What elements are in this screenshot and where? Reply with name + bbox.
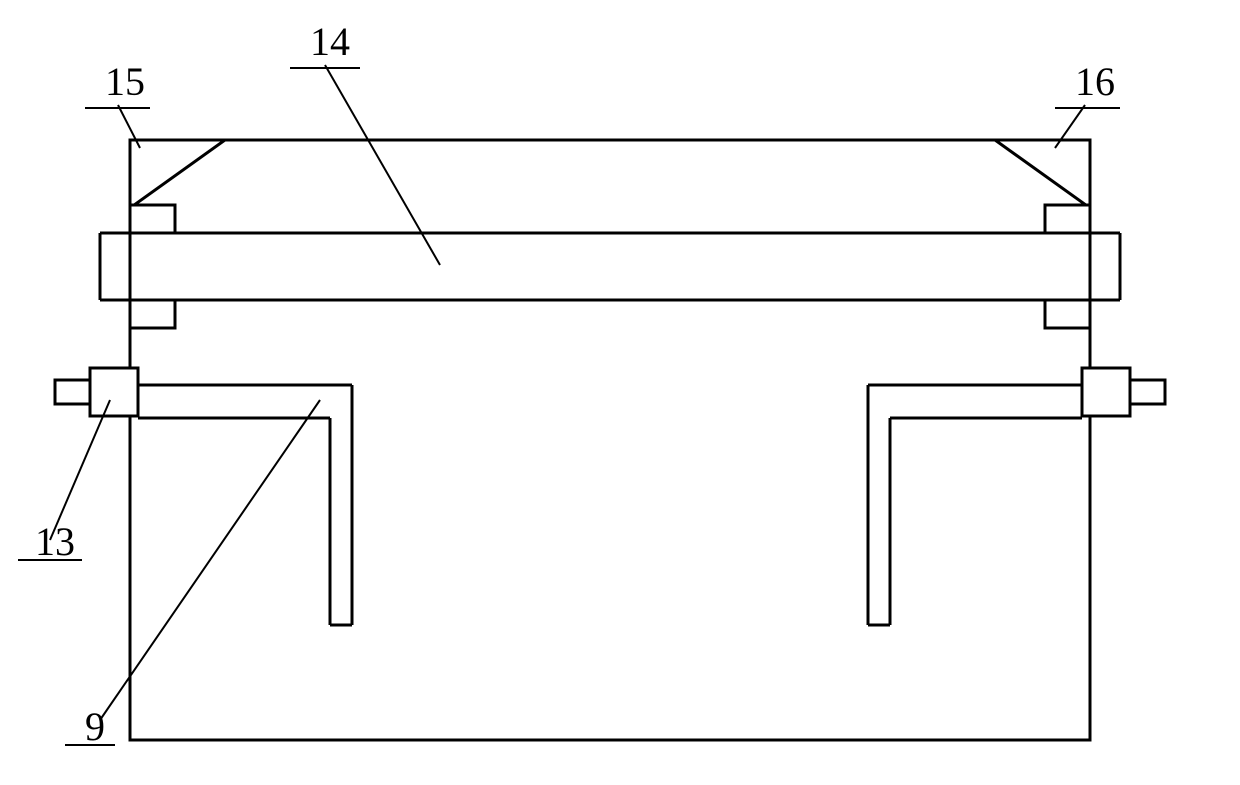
- callout-13: 13: [35, 519, 75, 564]
- callout-14: 14: [310, 19, 350, 64]
- technical-diagram: 14 15 16 13 9: [0, 0, 1240, 785]
- callout-16: 16: [1075, 59, 1115, 104]
- callout-9: 9: [85, 704, 105, 749]
- callout-15: 15: [105, 59, 145, 104]
